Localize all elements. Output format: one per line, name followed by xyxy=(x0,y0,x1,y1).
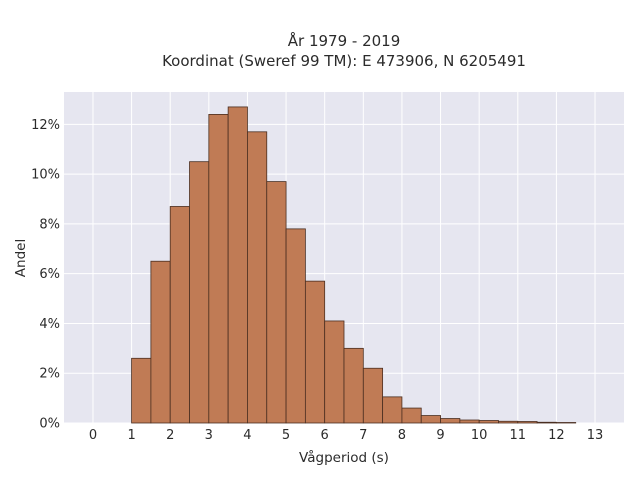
histogram-bar xyxy=(362,367,384,424)
x-tick-label: 6 xyxy=(321,428,329,443)
y-tick-label: 12% xyxy=(31,118,60,133)
histogram-bar xyxy=(304,280,326,424)
histogram-bar xyxy=(440,418,461,424)
x-tick-label: 0 xyxy=(89,428,97,443)
chart-title: År 1979 - 2019 xyxy=(288,31,401,50)
histogram-bar xyxy=(266,181,287,424)
y-tick-label: 6% xyxy=(39,267,60,282)
bars-group xyxy=(131,106,577,424)
histogram-bar xyxy=(498,420,519,424)
y-tick-label: 8% xyxy=(39,217,60,232)
x-tick-label: 3 xyxy=(205,428,213,443)
histogram-bar xyxy=(401,407,422,424)
histogram-bar xyxy=(131,357,152,424)
histogram-bar xyxy=(324,320,345,424)
y-tick-label: 2% xyxy=(39,367,60,382)
histogram-bar xyxy=(536,421,557,424)
x-axis-ticks: 0 1 2 3 4 5 6 7 8 9 10 11 12 13 xyxy=(89,428,603,443)
y-axis-ticks: 0% 2% 4% 6% 8% 10% 12% xyxy=(31,118,60,432)
histogram-bar xyxy=(169,206,190,424)
chart-subtitle: Koordinat (Sweref 99 TM): E 473906, N 62… xyxy=(162,52,526,70)
x-tick-label: 5 xyxy=(282,428,290,443)
x-tick-label: 2 xyxy=(166,428,174,443)
x-tick-label: 7 xyxy=(359,428,367,443)
x-tick-label: 9 xyxy=(436,428,444,443)
histogram-bar xyxy=(189,161,210,424)
x-tick-label: 11 xyxy=(510,428,527,443)
histogram-bar xyxy=(478,420,499,424)
histogram-bar xyxy=(382,396,403,424)
histogram-bar xyxy=(517,421,538,424)
x-tick-label: 8 xyxy=(398,428,406,443)
y-axis-label: Andel xyxy=(13,239,29,277)
histogram-bar xyxy=(459,419,480,424)
histogram-bar xyxy=(150,260,171,424)
x-tick-label: 4 xyxy=(243,428,251,443)
x-tick-label: 13 xyxy=(587,428,604,443)
x-tick-label: 12 xyxy=(548,428,565,443)
histogram-bar xyxy=(343,347,364,424)
histogram-bar xyxy=(227,106,248,424)
histogram-bar xyxy=(208,113,229,424)
y-tick-label: 10% xyxy=(31,168,60,183)
x-tick-label: 10 xyxy=(471,428,488,443)
histogram-bar xyxy=(247,131,268,424)
x-axis-label: Vågperiod (s) xyxy=(299,449,389,466)
x-tick-label: 1 xyxy=(127,428,135,443)
histogram-bar xyxy=(285,228,306,424)
y-tick-label: 0% xyxy=(39,417,60,432)
y-tick-label: 4% xyxy=(39,317,60,332)
histogram-bar xyxy=(420,415,441,424)
